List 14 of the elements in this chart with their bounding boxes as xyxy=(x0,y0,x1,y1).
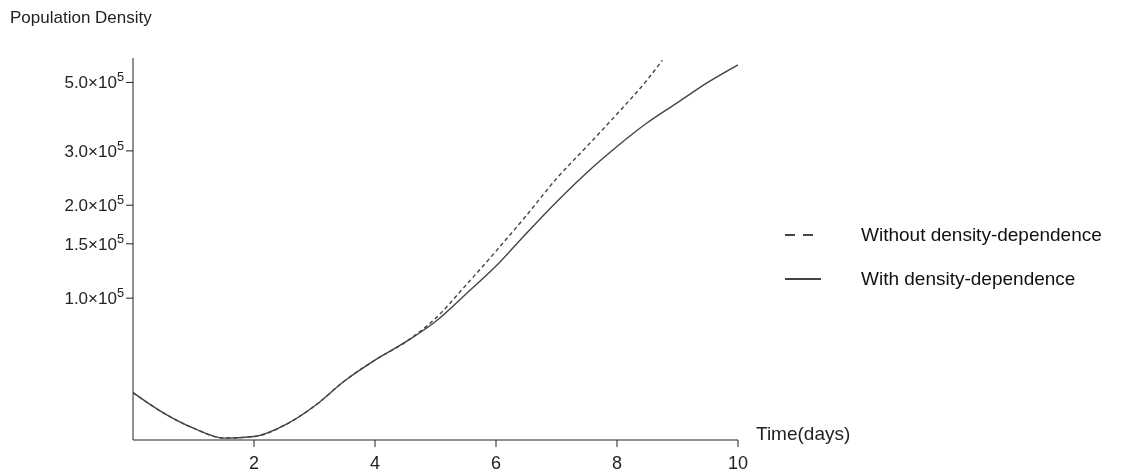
x-tick-label: 6 xyxy=(490,453,502,472)
y-tick-label: 5.0×10$^{5}$ xyxy=(64,68,124,93)
y-tick-label: 1.0×10$^{5}$ xyxy=(64,284,124,309)
y-tick-label: 3.0×10$^{5}$ xyxy=(64,137,124,161)
x-tick-label: 4 xyxy=(369,453,381,472)
x-tick-label: 8 xyxy=(611,453,623,472)
legend-label: With density-dependence xyxy=(861,268,1076,290)
x-axis-title: Time(days) xyxy=(756,423,851,444)
y-tick-label: 1.5×10$^{5}$ xyxy=(64,230,124,254)
x-tick-label: 10 xyxy=(727,453,749,472)
x-tick-label: 2 xyxy=(248,453,260,472)
y-tick-label: 2.0×10$^{5}$ xyxy=(64,191,124,216)
legend-label: Without density-dependence xyxy=(861,224,1102,246)
y-axis-title: Population Density xyxy=(10,8,152,27)
